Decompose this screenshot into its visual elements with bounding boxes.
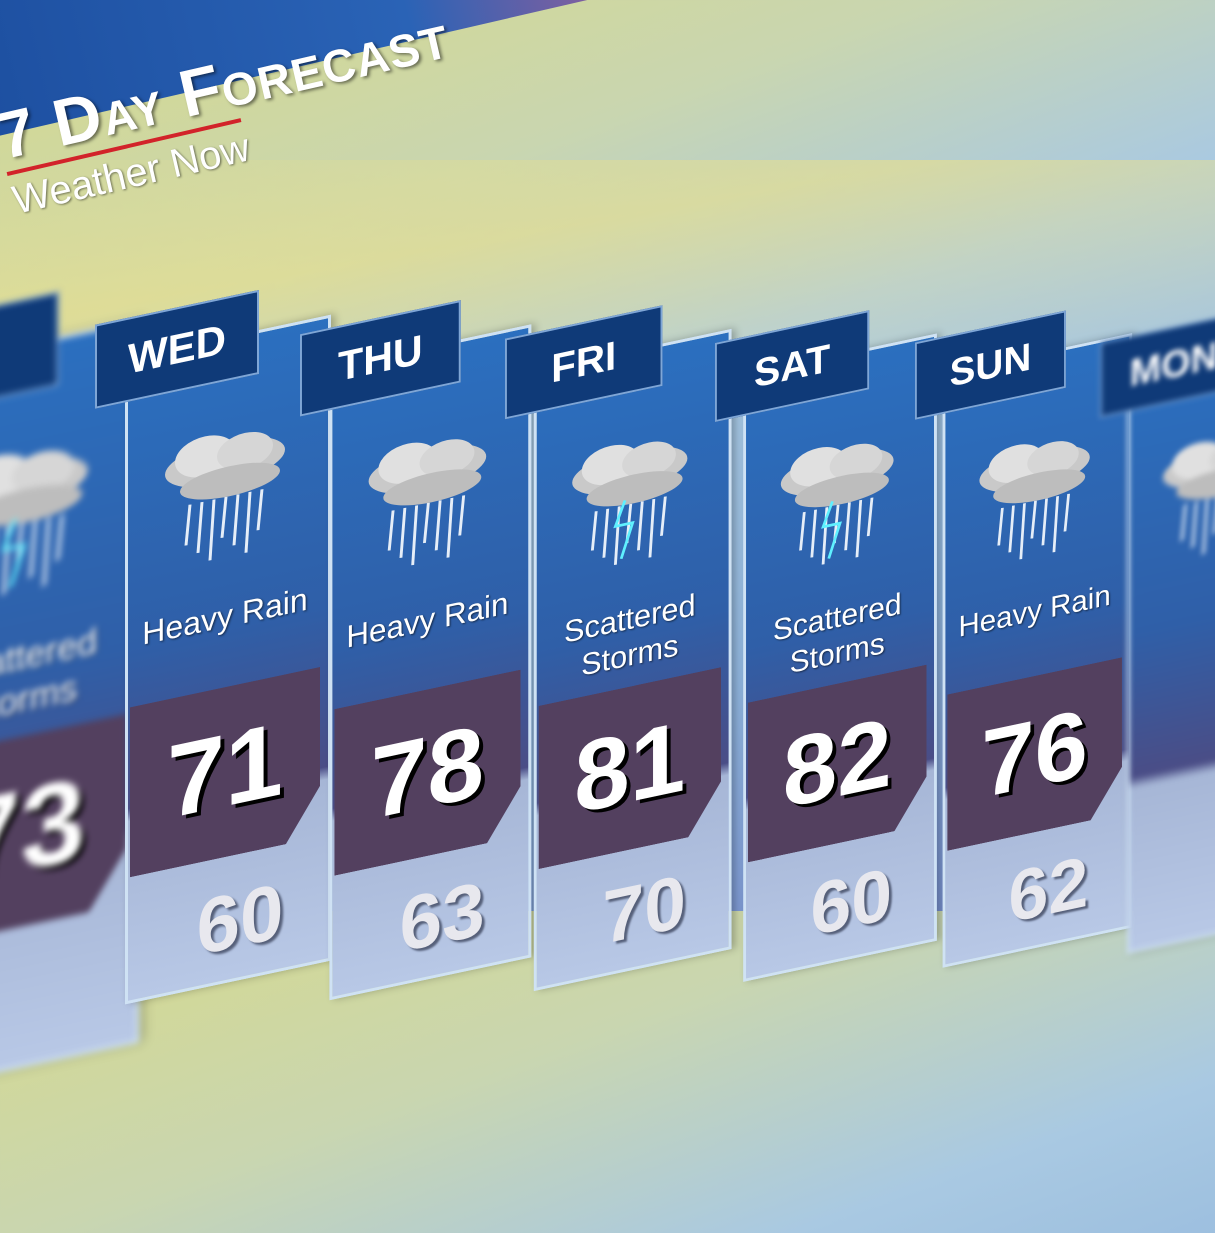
rain-cloud-icon — [354, 409, 501, 587]
thunderstorm-icon — [558, 412, 702, 587]
rain-cloud-icon — [966, 413, 1104, 580]
forecast-day-mon: MON — [1100, 298, 1215, 972]
day-panel — [1127, 333, 1215, 954]
rain-cloud-icon — [150, 401, 300, 583]
thunderstorm-icon — [767, 415, 908, 586]
